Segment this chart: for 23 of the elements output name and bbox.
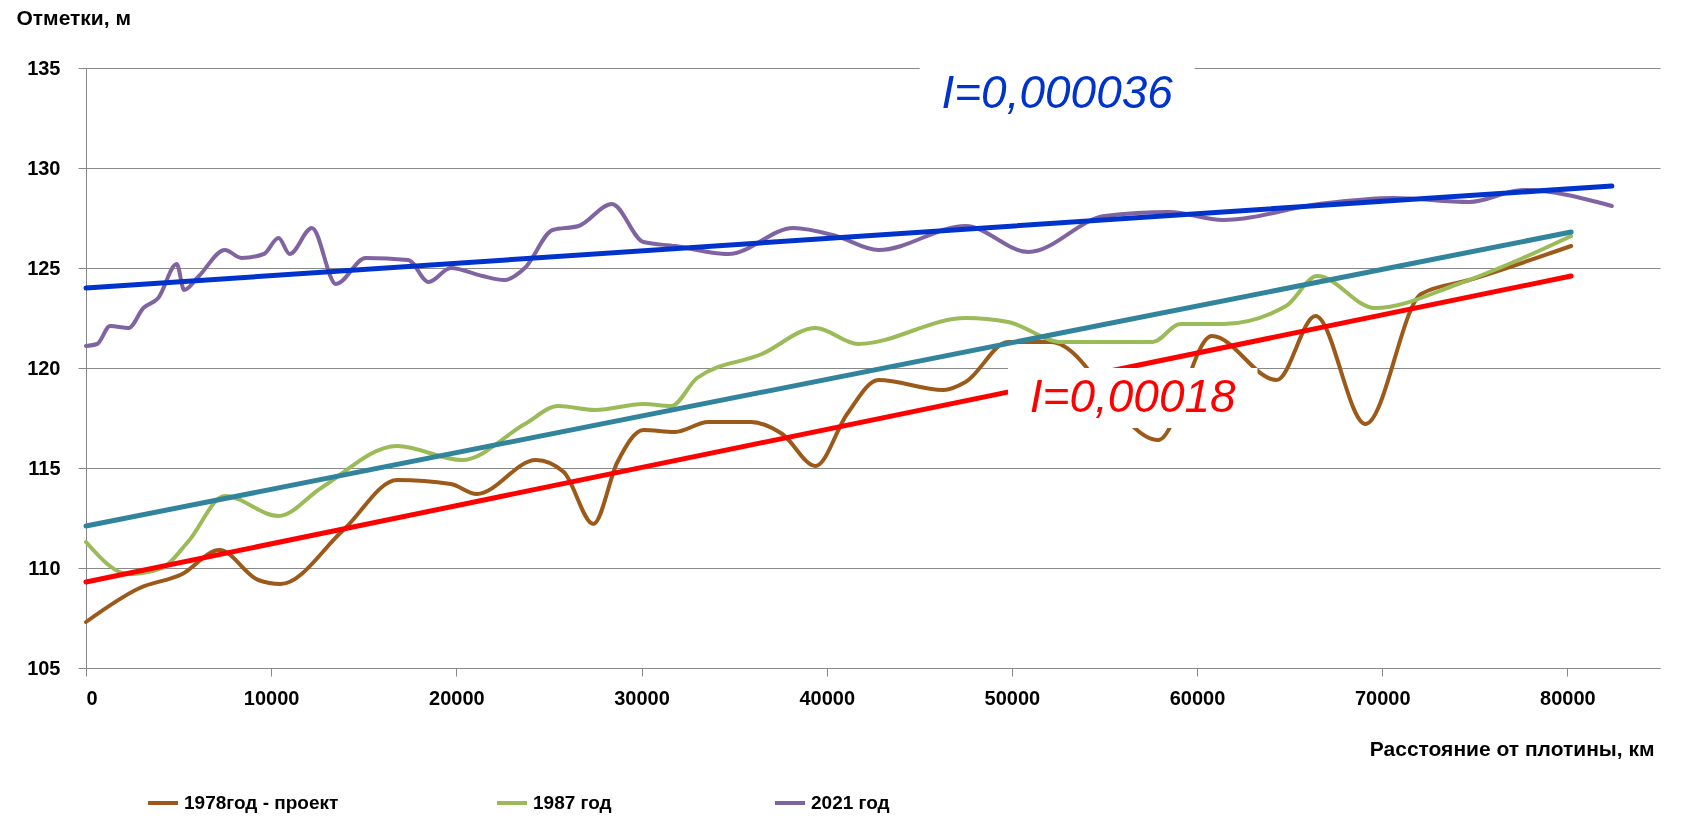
x-tick-label: 30000 [614, 686, 670, 709]
legend-label: 1987 год [533, 792, 612, 813]
y-tick-label: 135 [27, 56, 61, 79]
y-tick-label: 125 [27, 256, 61, 279]
legend-label: 2021 год [811, 792, 890, 813]
y-tick-label: 110 [28, 556, 61, 579]
legend-label: 1978год - проект [184, 792, 339, 813]
x-tick-label: 60000 [1169, 686, 1226, 709]
y-tick-label: 105 [27, 656, 61, 679]
x-tick-label: 0 [86, 686, 98, 709]
x-tick-label: 50000 [984, 686, 1041, 709]
annotation: I=0,00018 [1029, 370, 1237, 422]
y-tick-label: 115 [28, 456, 61, 479]
x-tick-label: 80000 [1540, 686, 1596, 709]
x-tick-label: 40000 [799, 686, 856, 709]
x-tick-label: 20000 [429, 686, 485, 709]
x-tick-label: 70000 [1354, 686, 1411, 709]
y-tick-label: 130 [27, 156, 61, 179]
x-axis-title: Расстояние от плотины, км [1369, 736, 1655, 760]
y-tick-label: 120 [27, 356, 61, 379]
y-axis-title: Отметки, м [16, 5, 131, 29]
annotation: I=0,000036 [941, 66, 1174, 118]
x-tick-label: 10000 [243, 686, 300, 709]
